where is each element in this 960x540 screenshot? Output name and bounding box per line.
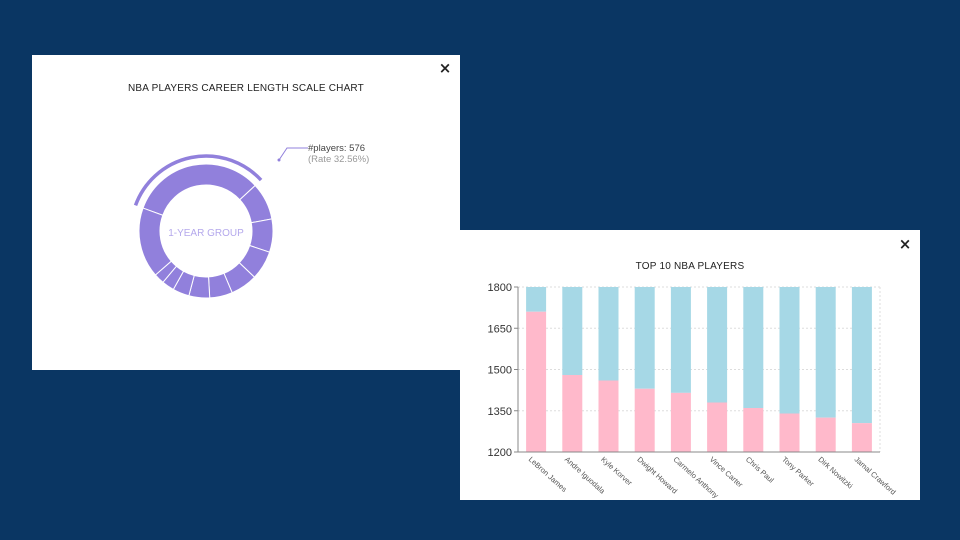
bar-value-segment[interactable] xyxy=(743,408,764,452)
bar-value-segment[interactable] xyxy=(707,402,728,453)
y-tick-label: 1500 xyxy=(488,365,512,377)
bar-top-segment[interactable] xyxy=(707,287,728,403)
y-tick-label: 1350 xyxy=(488,406,512,418)
bar-top-segment[interactable] xyxy=(598,287,619,381)
tooltip-leader-dot xyxy=(277,158,281,162)
tooltip-players: #players: 576 xyxy=(308,143,365,154)
bar-chart-title: TOP 10 NBA PLAYERS xyxy=(635,261,745,272)
donut-center-label: 1-YEAR GROUP xyxy=(168,228,244,239)
bar-value-segment[interactable] xyxy=(815,417,836,452)
bar-top-segment[interactable] xyxy=(851,287,872,424)
bar-value-segment[interactable] xyxy=(526,311,547,452)
donut-chart-panel: × NBA PLAYERS CAREER LENGTH SCALE CHART … xyxy=(32,55,460,370)
bar-top-segment[interactable] xyxy=(526,287,547,312)
bar-value-segment[interactable] xyxy=(562,375,583,452)
close-icon[interactable]: × xyxy=(438,59,452,77)
bar-value-segment[interactable] xyxy=(634,388,655,452)
x-tick-label: Kyle Korver xyxy=(599,455,634,488)
bar-chart-panel: × TOP 10 NBA PLAYERS 1800 1650 1500 1350 120… xyxy=(460,230,920,500)
bar-top-segment[interactable] xyxy=(815,287,836,418)
bar-value-segment[interactable] xyxy=(851,423,872,452)
bar-top-segment[interactable] xyxy=(743,287,764,408)
x-tick-label: Dirk Nowitzki xyxy=(816,455,854,491)
bar-value-segment[interactable] xyxy=(670,392,691,452)
tooltip-leader-line xyxy=(278,147,308,161)
donut-segment[interactable] xyxy=(138,207,172,276)
bar-top-segment[interactable] xyxy=(562,287,583,375)
bar-value-segment[interactable] xyxy=(598,380,619,453)
x-tick-label: Tony Parker xyxy=(780,455,816,489)
y-tick-label: 1650 xyxy=(488,323,512,335)
tooltip-rate: (Rate 32.56%) xyxy=(308,154,369,165)
bar-top-segment[interactable] xyxy=(670,287,691,393)
x-tick-label: Jamal Crawford xyxy=(853,455,898,497)
bar-value-segment[interactable] xyxy=(779,413,800,453)
y-tick-label: 1800 xyxy=(488,282,512,294)
donut-highlight-arc xyxy=(133,154,263,206)
donut-chart: 1-YEAR GROUP #players: 576 (Rate 32.56%) xyxy=(133,143,369,299)
x-tick-label: Chris Paul xyxy=(744,455,776,485)
donut-chart-title: NBA PLAYERS CAREER LENGTH SCALE CHART xyxy=(128,83,364,94)
close-icon[interactable]: × xyxy=(898,235,912,253)
bar-top-segment[interactable] xyxy=(634,287,655,389)
x-tick-label: Vince Carter xyxy=(708,455,745,490)
bar-top-segment[interactable] xyxy=(779,287,800,414)
y-tick-label: 1200 xyxy=(488,447,512,459)
